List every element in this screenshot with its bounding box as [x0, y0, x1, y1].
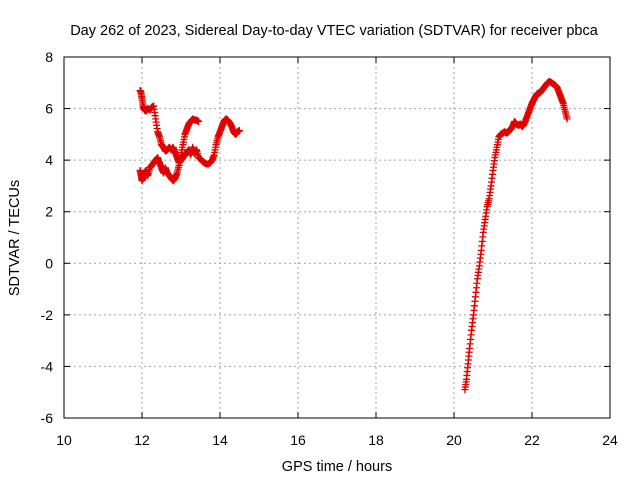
y-tick-label: 6	[45, 101, 53, 117]
y-tick-label: 2	[45, 204, 53, 220]
y-tick-label: 8	[45, 49, 53, 65]
y-tick-label: 4	[45, 152, 53, 168]
data-point	[563, 115, 571, 123]
plot-frame	[63, 56, 611, 419]
y-axis-label: SDTVAR / TECUs	[7, 180, 23, 296]
x-tick-label: 10	[56, 432, 72, 448]
x-tick-label: 24	[602, 432, 618, 448]
y-tick-label: 0	[45, 255, 53, 271]
x-tick-label: 14	[212, 432, 228, 448]
y-tick-label: -6	[41, 410, 54, 426]
data-points	[136, 77, 571, 394]
x-tick-label: 18	[368, 432, 384, 448]
x-axis-label: GPS time / hours	[282, 459, 392, 475]
data-point	[236, 126, 243, 134]
y-tick-label: -4	[41, 358, 54, 374]
x-tick-label: 22	[524, 432, 540, 448]
y-tick-label: -2	[41, 307, 54, 323]
chart-title: Day 262 of 2023, Sidereal Day-to-day VTE…	[70, 23, 599, 39]
x-tick-label: 16	[290, 432, 306, 448]
x-tick-label: 12	[134, 432, 150, 448]
x-tick-label: 20	[446, 432, 462, 448]
data-point	[195, 117, 203, 125]
